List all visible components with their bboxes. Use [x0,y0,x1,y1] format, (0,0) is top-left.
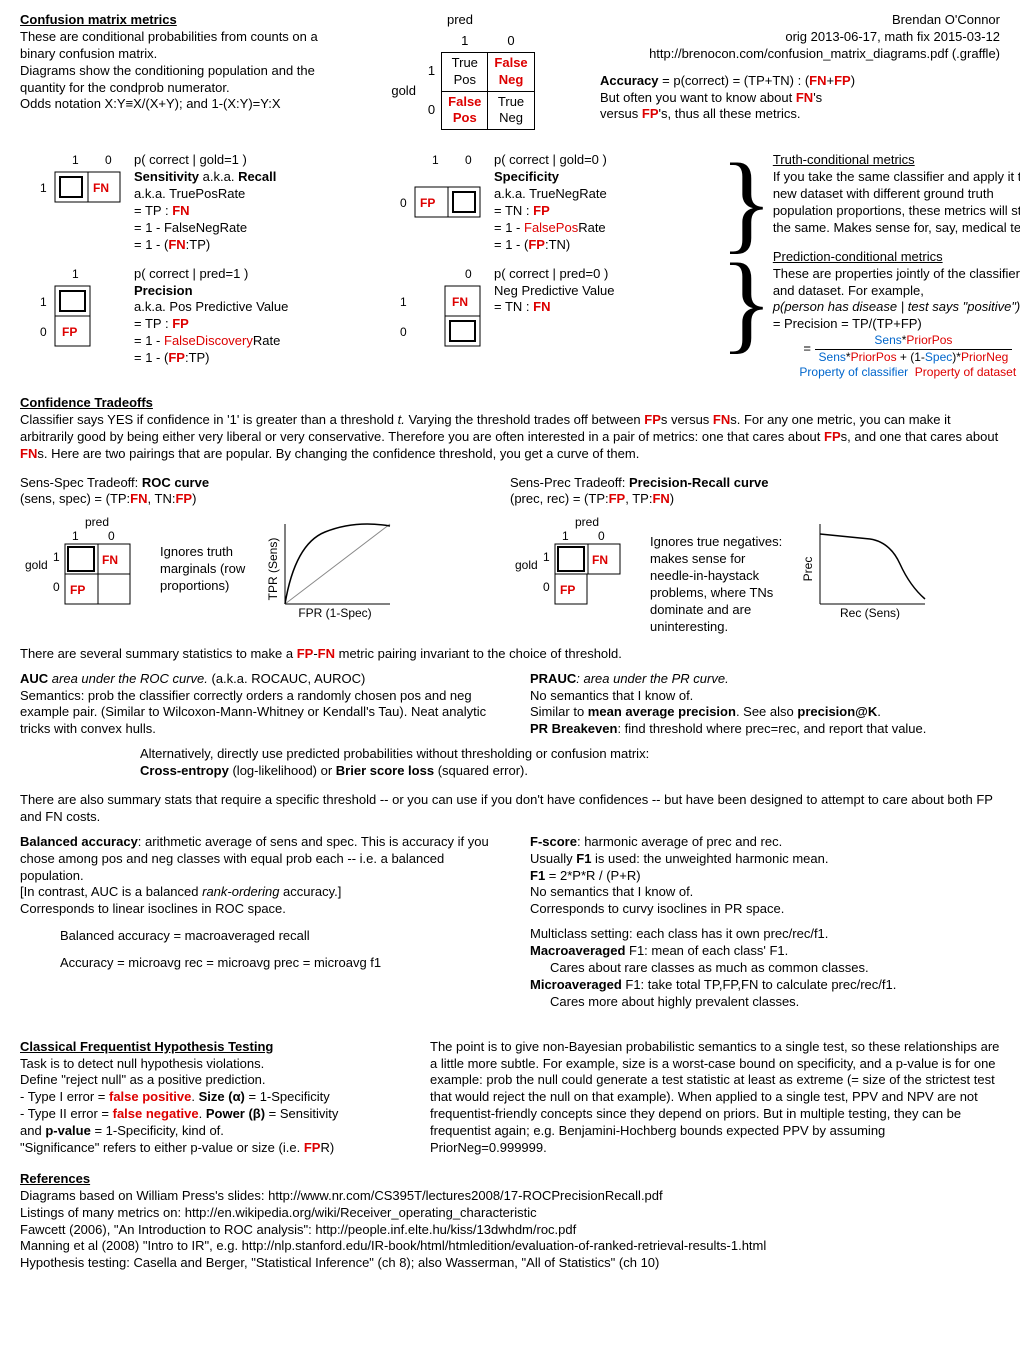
url: http://brenocon.com/confusion_matrix_dia… [600,46,1000,63]
svg-text:1: 1 [72,529,79,543]
header-right: Brendan O'Connor orig 2013-06-17, math f… [600,12,1000,123]
thresh-intro: There are also summary stats that requir… [20,792,1000,826]
author: Brendan O'Connor [600,12,1000,29]
svg-text:pred: pred [85,515,109,529]
svg-text:0: 0 [598,529,605,543]
ref3: Fawcett (2006), "An Introduction to ROC … [20,1222,1000,1239]
svg-text:FP: FP [420,196,435,210]
prauc-block: PRAUC: area under the PR curve. No seman… [530,671,1000,739]
header-row: Confusion matrix metrics These are condi… [20,12,1000,132]
pr-block: Sens-Prec Tradeoff: Precision-Recall cur… [510,475,980,636]
svg-text:0: 0 [108,529,115,543]
svg-text:FP: FP [62,325,77,339]
svg-text:FPR (1-Spec): FPR (1-Spec) [298,606,371,620]
date: orig 2013-06-17, math fix 2015-03-12 [600,29,1000,46]
svg-text:1: 1 [562,529,569,543]
fscore-block: F-score: harmonic average of prec and re… [530,834,1000,1011]
roc-block: Sens-Spec Tradeoff: ROC curve (sens, spe… [20,475,490,636]
svg-text:0: 0 [40,325,47,339]
prec-diagram: 1 1 0 FP [20,266,130,361]
svg-text:Prec: Prec [801,557,815,582]
svg-text:1: 1 [40,295,47,309]
svg-text:gold: gold [25,558,48,572]
svg-text:0: 0 [465,153,472,167]
roc-mini-matrix: pred 1 0 gold 1 0 FN FP [20,514,160,614]
svg-text:1: 1 [432,153,439,167]
frequentist-block: Classical Frequentist Hypothesis Testing… [20,1025,400,1157]
roc-curve: TPR (Sens) FPR (1-Spec) [255,514,405,624]
npv-text: p( correct | pred=0 ) Neg Predictive Val… [494,266,614,367]
desc2: Diagrams show the conditioning populatio… [20,63,320,97]
svg-text:TPR (Sens): TPR (Sens) [266,538,280,601]
confidence-para: Classifier says YES if confidence in '1'… [20,412,1000,463]
svg-text:0: 0 [465,267,472,281]
metrics-grid: 1 0 1 FN p( correct | gold=1 ) Sensitivit… [20,152,1000,381]
balanced-block: Balanced accuracy: arithmetic average of… [20,834,490,1011]
desc3: Odds notation X:Y≡X/(X+Y); and 1-(X:Y)=Y… [20,96,320,113]
svg-text:0: 0 [53,580,60,594]
svg-text:1: 1 [543,550,550,564]
confidence-heading: Confidence Tradeoffs [20,395,1000,412]
confusion-matrix-main: 10 gold1TruePosFalseNeg 0FalsePosTrueNeg [385,31,534,130]
pred-label: pred [370,12,550,29]
brace-icon: } [720,262,773,342]
svg-text:0: 0 [105,153,112,167]
svg-text:1: 1 [72,153,79,167]
spec-diagram: 1 0 0 FP [380,152,490,222]
pr-mini-matrix: pred 1 0 gold 1 0 FN FP [510,514,650,614]
svg-text:FP: FP [560,583,575,597]
svg-text:0: 0 [400,196,407,210]
svg-text:gold: gold [515,558,538,572]
svg-text:1: 1 [40,181,47,195]
spec-text: p( correct | gold=0 ) Specificity a.k.a.… [494,152,607,253]
ref2: Listings of many metrics on: http://en.w… [20,1205,1000,1222]
svg-text:0: 0 [543,580,550,594]
page-title: Confusion matrix metrics [20,12,320,29]
sens-text: p( correct | gold=1 ) Sensitivity a.k.a.… [134,152,276,253]
pred-conditional-note: Prediction-conditional metrics These are… [773,249,1020,381]
svg-text:1: 1 [400,295,407,309]
svg-text:FN: FN [93,181,109,195]
svg-text:pred: pred [575,515,599,529]
refs-heading: References [20,1171,1000,1188]
svg-text:0: 0 [400,325,407,339]
svg-text:FN: FN [102,553,118,567]
svg-text:FP: FP [70,583,85,597]
header-left: Confusion matrix metrics These are condi… [20,12,320,113]
ref4: Manning et al (2008) "Intro to IR", e.g.… [20,1238,1000,1255]
brace-icon: } [720,162,773,242]
svg-text:Rec (Sens): Rec (Sens) [840,606,900,620]
header-center: pred 10 gold1TruePosFalseNeg 0FalsePosTr… [370,12,550,132]
truth-conditional-note: Truth-conditional metrics If you take th… [773,152,1020,236]
svg-text:1: 1 [72,267,79,281]
summary-intro: There are several summary statistics to … [20,646,1000,663]
alt-block: Alternatively, directly use predicted pr… [140,746,1000,780]
svg-text:FN: FN [452,295,468,309]
frequentist-explain: The point is to give non-Bayesian probab… [430,1025,1000,1157]
ref5: Hypothesis testing: Casella and Berger, … [20,1255,1000,1272]
sens-diagram: 1 0 1 FN [20,152,130,222]
pr-curve: Prec Rec (Sens) [790,514,940,624]
auc-block: AUC area under the ROC curve. (a.k.a. RO… [20,671,490,739]
ref1: Diagrams based on William Press's slides… [20,1188,1000,1205]
svg-text:1: 1 [53,550,60,564]
npv-diagram: 0 1 0 FN [380,266,490,361]
svg-text:FN: FN [592,553,608,567]
desc1: These are conditional probabilities from… [20,29,320,63]
accuracy-block: Accuracy = p(correct) = (TP+TN) : (FN+FP… [600,73,1000,124]
prec-text: p( correct | pred=1 ) Precision a.k.a. P… [134,266,288,367]
